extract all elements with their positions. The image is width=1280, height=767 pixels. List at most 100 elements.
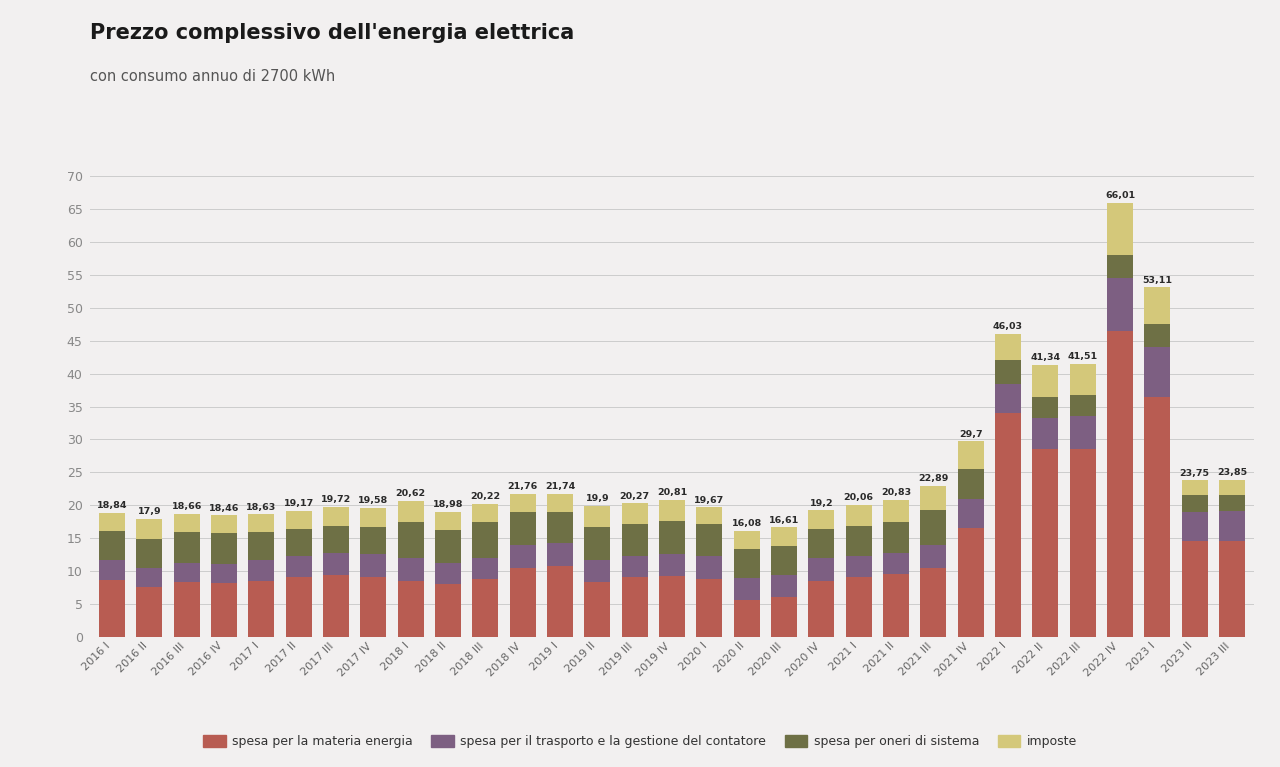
Text: 20,22: 20,22 — [470, 492, 500, 501]
Bar — [696, 579, 722, 637]
Text: 20,27: 20,27 — [620, 492, 650, 501]
Text: 41,51: 41,51 — [1068, 352, 1098, 361]
Bar — [1144, 324, 1170, 347]
Bar — [808, 510, 835, 528]
Bar — [622, 524, 648, 556]
Text: 20,83: 20,83 — [881, 488, 911, 497]
Bar — [1032, 449, 1059, 637]
Bar — [1144, 397, 1170, 637]
Bar — [285, 556, 312, 578]
Bar — [174, 532, 200, 563]
Text: 18,66: 18,66 — [172, 502, 202, 512]
Bar — [248, 581, 274, 637]
Bar — [174, 582, 200, 637]
Bar — [883, 522, 909, 553]
Bar — [472, 579, 498, 637]
Text: 18,84: 18,84 — [97, 501, 127, 510]
Bar — [584, 561, 611, 582]
Bar — [733, 531, 760, 548]
Text: 20,62: 20,62 — [396, 489, 426, 499]
Bar — [1032, 397, 1059, 418]
Bar — [285, 511, 312, 528]
Bar — [584, 528, 611, 561]
Bar — [360, 555, 387, 577]
Bar — [584, 505, 611, 528]
Bar — [1181, 480, 1208, 495]
Bar — [435, 563, 461, 584]
Bar — [659, 500, 685, 521]
Bar — [1070, 395, 1096, 416]
Bar — [248, 532, 274, 561]
Bar — [472, 504, 498, 522]
Bar — [920, 568, 946, 637]
Bar — [509, 512, 536, 545]
Bar — [398, 581, 424, 637]
Bar — [136, 588, 163, 637]
Bar — [435, 584, 461, 637]
Bar — [920, 510, 946, 545]
Bar — [1219, 480, 1245, 495]
Text: 22,89: 22,89 — [918, 475, 948, 483]
Bar — [771, 528, 797, 546]
Text: 19,17: 19,17 — [284, 499, 314, 508]
Bar — [846, 526, 872, 556]
Text: 41,34: 41,34 — [1030, 353, 1060, 362]
Bar — [1070, 449, 1096, 637]
Bar — [659, 554, 685, 576]
Text: 19,67: 19,67 — [694, 495, 724, 505]
Bar — [846, 578, 872, 637]
Bar — [1070, 416, 1096, 449]
Text: 23,75: 23,75 — [1180, 469, 1210, 478]
Text: 46,03: 46,03 — [993, 322, 1023, 331]
Bar — [323, 553, 349, 575]
Bar — [733, 578, 760, 600]
Bar — [285, 528, 312, 556]
Bar — [846, 505, 872, 526]
Bar — [99, 561, 125, 580]
Bar — [1219, 511, 1245, 542]
Bar — [696, 556, 722, 579]
Bar — [435, 530, 461, 563]
Bar — [323, 575, 349, 637]
Bar — [398, 522, 424, 558]
Bar — [211, 533, 237, 564]
Bar — [472, 558, 498, 579]
Bar — [1181, 512, 1208, 542]
Bar — [360, 577, 387, 637]
Bar — [846, 556, 872, 578]
Text: 53,11: 53,11 — [1142, 276, 1172, 285]
Bar — [248, 561, 274, 581]
Text: 19,72: 19,72 — [321, 495, 351, 505]
Text: 66,01: 66,01 — [1105, 191, 1135, 200]
Bar — [771, 546, 797, 575]
Text: 18,63: 18,63 — [246, 502, 276, 512]
Text: 20,81: 20,81 — [657, 488, 687, 497]
Bar — [509, 568, 536, 637]
Bar — [1144, 288, 1170, 324]
Bar — [99, 531, 125, 561]
Bar — [1144, 347, 1170, 397]
Bar — [957, 441, 984, 469]
Text: 29,7: 29,7 — [959, 430, 983, 439]
Text: 21,74: 21,74 — [545, 482, 575, 491]
Bar — [211, 584, 237, 637]
Bar — [360, 508, 387, 527]
Bar — [547, 494, 573, 512]
Bar — [696, 524, 722, 556]
Text: 23,85: 23,85 — [1217, 468, 1247, 477]
Bar — [360, 527, 387, 555]
Bar — [808, 558, 835, 581]
Bar — [99, 513, 125, 531]
Bar — [696, 507, 722, 524]
Bar — [509, 545, 536, 568]
Text: 16,61: 16,61 — [769, 515, 799, 525]
Text: 17,9: 17,9 — [137, 507, 161, 516]
Text: 19,2: 19,2 — [809, 499, 833, 508]
Bar — [398, 558, 424, 581]
Bar — [1219, 495, 1245, 511]
Bar — [136, 538, 163, 568]
Bar — [883, 499, 909, 522]
Bar — [920, 486, 946, 510]
Bar — [1181, 495, 1208, 512]
Text: 16,08: 16,08 — [732, 519, 762, 528]
